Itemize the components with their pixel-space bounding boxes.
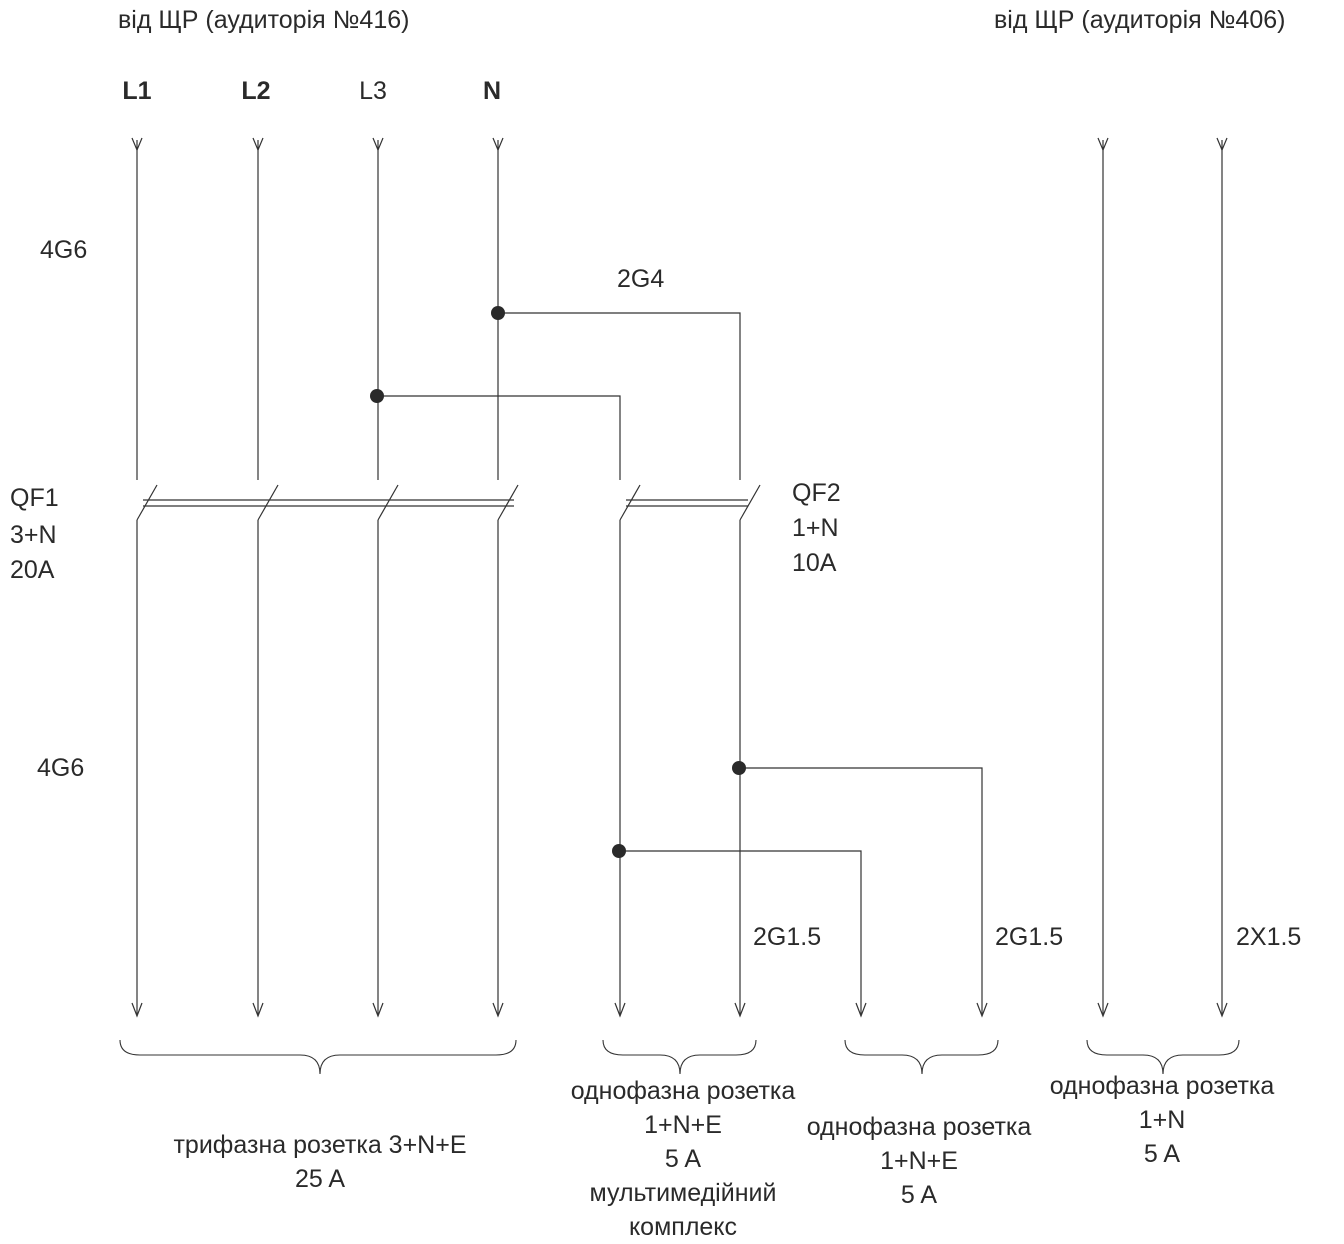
qf1-poles: 3+N (10, 521, 57, 549)
phase-l2-label: L2 (241, 77, 271, 105)
junction-n (491, 306, 505, 320)
cable-out-multimedia-label: 2G1.5 (753, 923, 822, 951)
load-single-socket-label: однофазна розетка 1+N+E 5 A (806, 1113, 1032, 1209)
qf2-rating: 10A (792, 549, 837, 577)
qf1-rating: 20A (10, 556, 55, 584)
load-multimedia-label: однофазна розетка 1+N+E 5 A мультимедійн… (570, 1077, 796, 1241)
qf2-name: QF2 (792, 479, 841, 507)
qf2-breaker-symbol (619, 484, 761, 521)
qf2-feed (370, 306, 741, 480)
cable-branch-top-label: 2G4 (617, 265, 665, 293)
qf2-outgoing-wires (612, 520, 988, 1018)
phase-l1-label: L1 (122, 77, 152, 105)
brace-right-socket (1086, 1039, 1240, 1075)
qf1-name: QF1 (10, 484, 59, 512)
brace-multimedia (602, 1039, 757, 1075)
junction-l3 (370, 389, 384, 403)
load-three-phase-label: трифазна розетка 3+N+E 25 A (173, 1131, 467, 1193)
l3-tap (378, 395, 621, 480)
cable-out-socket-label: 2G1.5 (995, 923, 1064, 951)
cable-feeder-top-label: 4G6 (40, 236, 88, 264)
incoming-wires (131, 137, 504, 480)
cable-out-right-label: 2X1.5 (1236, 923, 1302, 951)
qf2-poles: 1+N (792, 514, 839, 542)
n-tap (498, 312, 741, 480)
right-supply-wires (1097, 137, 1228, 1018)
phase-n-label: N (482, 77, 502, 105)
junction-qf2-n (732, 761, 746, 775)
source-right-label: від ЩР (аудиторія №406) (994, 6, 1286, 34)
cable-feeder-bottom-label: 4G6 (37, 754, 85, 782)
load-braces (119, 1039, 1240, 1075)
source-left-label: від ЩР (аудиторія №416) (118, 6, 410, 34)
qf1-breaker-symbol (136, 484, 519, 521)
load-right-socket-label: однофазна розетка 1+N 5 A (1049, 1072, 1275, 1168)
junction-qf2-l (612, 844, 626, 858)
qf1-outgoing-wires (131, 520, 504, 1018)
brace-single-socket (844, 1039, 999, 1075)
phase-l3-label: L3 (359, 77, 387, 105)
brace-three-phase (119, 1039, 517, 1075)
